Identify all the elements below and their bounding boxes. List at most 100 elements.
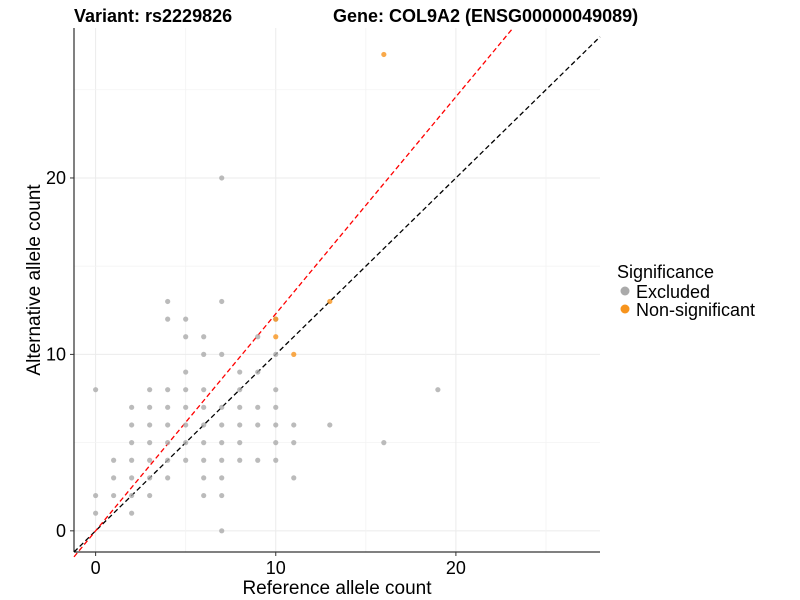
point-excluded [219, 440, 225, 446]
point-excluded [129, 510, 135, 516]
chart-title-variant: Variant: rs2229826 [74, 6, 232, 26]
y-axis-title: Alternative allele count [24, 184, 45, 376]
point-excluded [219, 351, 225, 357]
point-excluded [183, 404, 189, 410]
point-excluded [291, 422, 297, 428]
point-excluded [219, 475, 225, 481]
point-excluded [273, 387, 279, 393]
point-excluded [165, 404, 171, 410]
point-excluded [147, 404, 153, 410]
legend-key-non-significant [620, 304, 630, 314]
point-excluded [237, 369, 243, 375]
y-tick-label: 20 [46, 168, 66, 188]
point-excluded [219, 457, 225, 463]
point-excluded [147, 457, 153, 463]
point-excluded [165, 457, 171, 463]
point-excluded [129, 440, 135, 446]
point-excluded [219, 298, 225, 305]
y-tick-label: 0 [56, 521, 66, 541]
point-non-significant [273, 316, 279, 322]
reference-line-fit [73, 27, 514, 558]
point-excluded [435, 387, 441, 393]
point-excluded [93, 492, 99, 499]
point-excluded [93, 510, 99, 516]
point-excluded [273, 457, 279, 463]
x-tick-label: 20 [446, 558, 466, 578]
point-excluded [165, 440, 171, 446]
point-excluded [183, 422, 189, 428]
point-excluded [201, 351, 207, 357]
point-non-significant [291, 351, 297, 357]
legend-key-excluded [620, 286, 630, 296]
point-excluded [273, 440, 279, 446]
point-excluded [183, 316, 189, 322]
point-non-significant [327, 298, 333, 305]
grid-lines [74, 28, 600, 552]
point-excluded [147, 492, 153, 499]
legend-label-non-significant: Non-significant [636, 300, 755, 320]
point-excluded [201, 492, 207, 499]
x-tick-label: 0 [91, 558, 101, 578]
legend-title: Significance [617, 262, 714, 282]
point-excluded [291, 475, 297, 481]
point-excluded [327, 422, 333, 428]
point-excluded [219, 175, 225, 181]
point-excluded [273, 422, 279, 428]
point-excluded [93, 387, 99, 393]
point-excluded [381, 440, 387, 446]
legend: Significance Excluded Non-significant [617, 262, 755, 320]
point-excluded [129, 404, 135, 410]
point-excluded [165, 387, 171, 393]
data-points [93, 51, 441, 534]
reference-line-identity [73, 36, 601, 553]
point-excluded [255, 334, 261, 340]
point-excluded [165, 422, 171, 428]
point-excluded [165, 316, 171, 322]
point-excluded [147, 440, 153, 446]
point-excluded [201, 422, 207, 428]
point-excluded [273, 351, 279, 357]
point-excluded [111, 492, 117, 499]
x-axis-title: Reference allele count [242, 578, 432, 599]
reference-lines [73, 27, 601, 558]
point-excluded [201, 387, 207, 393]
point-non-significant [381, 51, 387, 58]
point-excluded [165, 475, 171, 481]
y-tick-label: 10 [46, 344, 66, 364]
point-excluded [219, 422, 225, 428]
axes: 0 10 20 0 10 20 [46, 28, 600, 578]
point-excluded [219, 492, 225, 499]
point-excluded [129, 492, 135, 499]
point-excluded [147, 475, 153, 481]
point-excluded [219, 404, 225, 410]
point-excluded [129, 422, 135, 428]
point-excluded [237, 387, 243, 393]
point-excluded [255, 422, 261, 428]
point-excluded [201, 457, 207, 463]
point-excluded [183, 334, 189, 340]
point-excluded [201, 440, 207, 446]
point-excluded [291, 440, 297, 446]
point-excluded [147, 387, 153, 393]
point-excluded [237, 440, 243, 446]
point-excluded [183, 457, 189, 463]
point-excluded [219, 528, 225, 534]
point-excluded [255, 369, 261, 375]
point-excluded [201, 404, 207, 410]
point-excluded [165, 298, 171, 305]
point-excluded [183, 369, 189, 375]
point-excluded [237, 457, 243, 463]
point-excluded [111, 457, 117, 463]
point-excluded [201, 475, 207, 481]
point-excluded [237, 404, 243, 410]
point-excluded [273, 404, 279, 410]
point-excluded [255, 404, 261, 410]
point-excluded [237, 422, 243, 428]
point-excluded [147, 422, 153, 428]
point-excluded [129, 457, 135, 463]
point-excluded [201, 334, 207, 340]
point-excluded [183, 440, 189, 446]
point-excluded [129, 475, 135, 481]
x-tick-label: 10 [266, 558, 286, 578]
